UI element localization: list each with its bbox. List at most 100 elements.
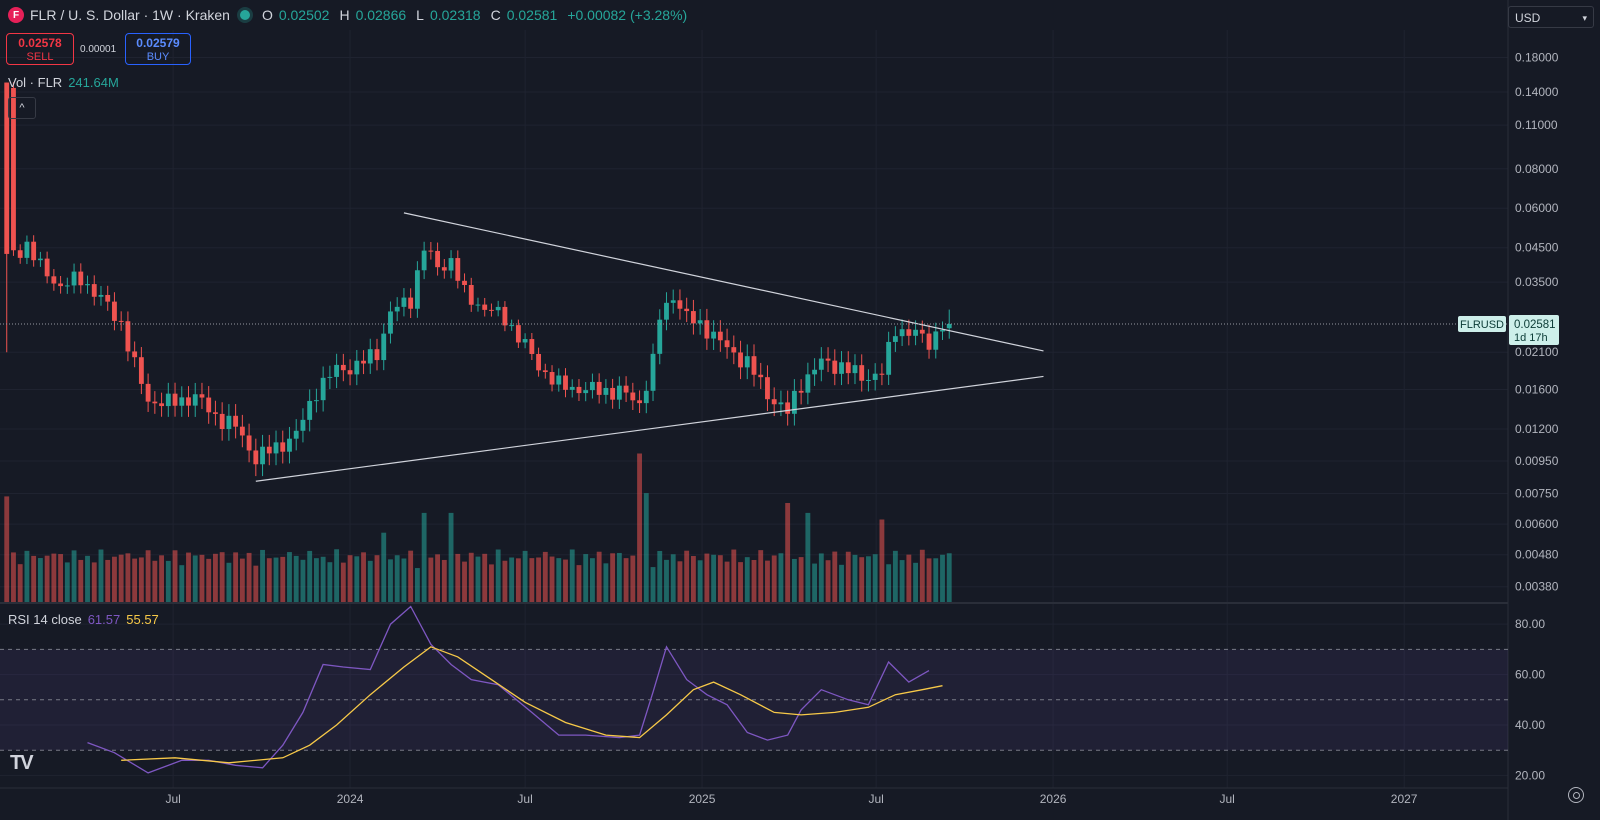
- volume-bar: [677, 561, 683, 602]
- time-tick-label: 2026: [1040, 792, 1067, 806]
- price-tick-label: 0.00480: [1515, 548, 1559, 562]
- volume-bar: [374, 555, 380, 602]
- volume-bar: [468, 552, 474, 602]
- rsi-ma-legend-value: 55.57: [126, 612, 159, 627]
- volume-bar: [825, 560, 831, 602]
- volume-bar: [684, 550, 690, 602]
- volume-bar: [738, 562, 743, 602]
- volume-bar: [287, 552, 292, 602]
- candle-body: [704, 320, 710, 339]
- volume-bar: [340, 562, 346, 602]
- candle-body: [462, 280, 467, 285]
- rsi-tick-label: 60.00: [1515, 668, 1545, 682]
- candle-body: [239, 426, 245, 436]
- volume-bar: [58, 554, 64, 602]
- volume-bar: [765, 560, 770, 602]
- candles: [4, 82, 952, 477]
- volume-bar: [933, 558, 939, 602]
- candle-body: [630, 392, 636, 401]
- candle-body: [845, 362, 851, 374]
- candle-body: [771, 399, 777, 405]
- volume-bar: [859, 557, 865, 602]
- volume-bar: [347, 555, 353, 602]
- gear-icon[interactable]: [1568, 787, 1584, 803]
- candle-body: [98, 294, 104, 297]
- candle-body: [125, 321, 131, 352]
- candle-body: [684, 308, 690, 312]
- volume-bar: [919, 549, 925, 602]
- volume-bar: [118, 554, 124, 602]
- market-open-status-icon: [239, 10, 250, 20]
- ohlc-high-label: H: [339, 7, 350, 23]
- candle-body: [233, 415, 239, 427]
- time-tick-label: Jul: [517, 792, 532, 806]
- ohlc-close-value: 0.02581: [506, 7, 558, 23]
- volume-bar: [138, 557, 144, 602]
- price-tick-label: 0.01600: [1515, 383, 1559, 397]
- time-tick-label: Jul: [868, 792, 883, 806]
- volume-bar: [482, 553, 488, 602]
- currency-select[interactable]: USD ▾: [1508, 6, 1594, 28]
- candle-body: [872, 373, 878, 380]
- volume-bar: [845, 551, 851, 602]
- candle-body: [583, 390, 589, 394]
- candle-body: [717, 331, 723, 341]
- volume-bar: [879, 519, 885, 602]
- volume-bar: [913, 562, 918, 602]
- sell-button[interactable]: 0.02578 SELL: [6, 33, 74, 65]
- rsi-legend[interactable]: RSI 14 close 61.57 55.57: [8, 612, 159, 627]
- volume-bar: [226, 562, 232, 602]
- candle-body: [367, 349, 373, 364]
- volume-bar: [556, 558, 562, 602]
- volume-bar: [24, 550, 30, 602]
- volume-bar: [293, 555, 299, 602]
- candle-body: [569, 386, 575, 390]
- volume-bar: [105, 559, 111, 602]
- price-tick-label: 0.04500: [1515, 241, 1559, 255]
- candle-body: [637, 400, 642, 404]
- candle-body: [852, 365, 858, 374]
- candle-body: [408, 297, 414, 309]
- volume-bar: [186, 552, 191, 602]
- candle-body: [31, 241, 37, 261]
- tradingview-logo-icon[interactable]: TV: [10, 752, 34, 774]
- volume-legend-label: Vol · FLR: [8, 75, 63, 90]
- candle-body: [213, 412, 218, 414]
- candle-body: [765, 377, 770, 400]
- rsi-tick-label: 40.00: [1515, 718, 1545, 732]
- price-tick-label: 0.14000: [1515, 85, 1559, 99]
- volume-bar: [213, 553, 218, 602]
- rsi-tick-label: 20.00: [1515, 768, 1545, 782]
- candle-body: [596, 381, 602, 395]
- volume-bar: [165, 560, 171, 602]
- price-tick-label: 0.00600: [1515, 517, 1559, 531]
- candle-body: [690, 311, 696, 324]
- candle-body: [603, 387, 609, 395]
- candle-body: [374, 349, 380, 361]
- collapse-legend-button[interactable]: ^: [8, 97, 36, 119]
- candle-body: [818, 358, 824, 370]
- volume-bar: [78, 559, 84, 602]
- volume-bar: [388, 559, 393, 602]
- volume-bar: [421, 512, 427, 602]
- candle-body: [738, 352, 743, 368]
- candle-body: [71, 271, 77, 286]
- volume-bar: [408, 550, 414, 602]
- volume-legend[interactable]: Vol · FLR 241.64M: [8, 75, 119, 90]
- time-tick-label: Jul: [165, 792, 180, 806]
- volume-bar: [495, 549, 501, 602]
- volume-bar: [664, 559, 669, 602]
- volume-bar: [31, 555, 37, 602]
- candle-body: [112, 301, 117, 321]
- candle-body: [85, 284, 90, 286]
- volume-bar: [899, 560, 905, 602]
- buy-button[interactable]: 0.02579 BUY: [125, 33, 191, 65]
- candle-body: [159, 403, 164, 407]
- volume-bar: [199, 554, 205, 602]
- symbol-title[interactable]: FLR / U. S. Dollar · 1W · Kraken: [30, 7, 230, 23]
- volume-bar: [462, 561, 467, 602]
- candle-body: [448, 258, 454, 271]
- volume-bar: [704, 553, 710, 602]
- candle-body: [24, 241, 30, 258]
